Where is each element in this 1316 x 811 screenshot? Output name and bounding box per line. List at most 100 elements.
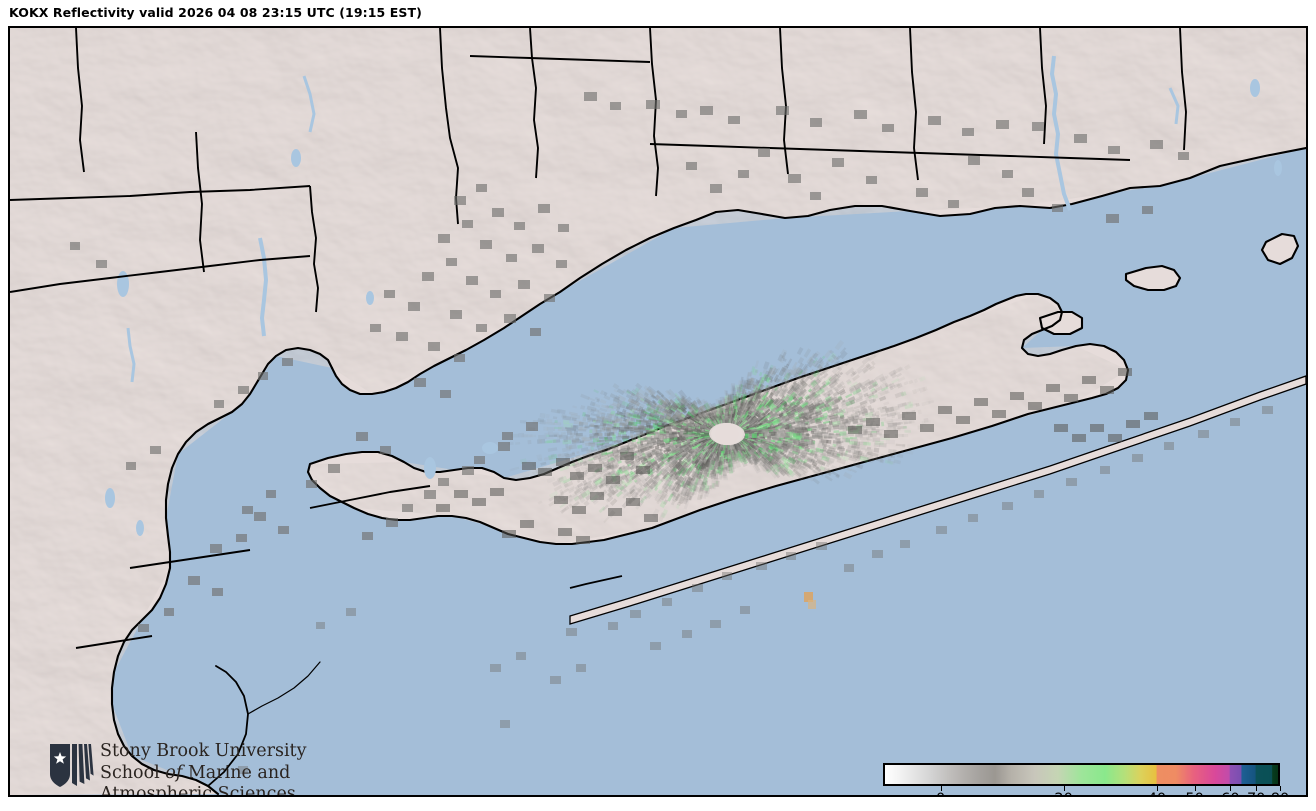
radar-echo-cell — [779, 452, 785, 456]
radar-echo-cell — [728, 461, 734, 467]
radar-echo-cell — [737, 453, 744, 464]
radar-echo-cell — [769, 443, 779, 450]
radar-echo-cell — [825, 470, 832, 477]
radar-echo-cell — [677, 494, 684, 502]
radar-echo-cell — [527, 439, 532, 445]
radar-echo-cell — [742, 453, 748, 459]
radar-echo-cell — [879, 434, 887, 438]
radar-echo-cell — [695, 474, 701, 479]
radar-echo-cell — [845, 449, 852, 453]
radar-echo-cell — [798, 463, 805, 468]
radar-echo-cell — [755, 457, 761, 463]
radar-echo-cell — [836, 451, 844, 457]
colorbar-gradient — [885, 765, 1278, 784]
radar-echo-cell — [744, 451, 752, 460]
radar-echo-cell — [703, 490, 708, 494]
radar-echo-cell — [703, 475, 708, 481]
radar-echo-cell — [764, 455, 772, 463]
radar-echo-cell — [701, 481, 705, 486]
radar-echo-cell — [655, 476, 661, 483]
radar-echo-cell — [838, 445, 845, 450]
radar-map-canvas[interactable] — [10, 28, 1306, 795]
radar-echo-cell — [838, 465, 845, 471]
radar-echo-cell — [729, 454, 734, 461]
radar-echo-cell — [861, 440, 870, 444]
radar-echo-cell — [843, 471, 853, 480]
radar-echo-cell — [546, 434, 550, 437]
radar-echo-cell — [847, 445, 856, 451]
radar-echo-cell — [762, 460, 769, 467]
radar-echo-cell — [680, 460, 688, 468]
radar-echo-cell — [674, 480, 681, 487]
radar-echo-offshore — [238, 406, 1273, 774]
radar-echo-cell — [657, 489, 663, 495]
radar-echo-cell — [681, 477, 689, 487]
radar-echo-cell — [732, 444, 739, 452]
radar-echo-cell — [787, 457, 793, 464]
radar-echo-cell — [879, 458, 885, 464]
radar-echo-cell — [879, 432, 882, 436]
radar-echo-cell — [733, 457, 741, 468]
radar-echo-cell — [772, 458, 779, 465]
radar-echo-cell — [744, 450, 752, 458]
radar-echo-cell — [809, 446, 817, 451]
radar-echo-cell — [818, 440, 825, 445]
radar-echo-cell — [685, 456, 692, 463]
radar-echo-cell — [866, 446, 872, 450]
radar-echo-cell — [698, 484, 704, 488]
radar-echo-cell — [838, 449, 844, 454]
radar-echo-cell — [758, 452, 768, 461]
radar-echo-cell — [747, 450, 756, 459]
radar-echo-cell — [668, 474, 675, 480]
radar-echo-cell — [782, 460, 790, 467]
radar-echo-cell — [808, 466, 816, 472]
radar-echo-cell — [770, 449, 777, 456]
radar-echo-cell — [648, 479, 659, 490]
radar-echo-cell — [728, 463, 734, 474]
radar-echo-cell — [811, 461, 818, 467]
radar-echo-cell — [849, 436, 857, 440]
radar-echo-cell — [692, 481, 697, 487]
radar-echo-cell — [812, 477, 820, 485]
radar-echo-cell — [713, 469, 719, 475]
radar-echo-cell — [759, 456, 768, 465]
radar-echo-cell — [887, 458, 892, 464]
radar-echo-cell — [800, 450, 808, 457]
radar-echo-cell — [716, 468, 720, 474]
radar-echo-cell — [857, 450, 863, 456]
landmass-long-island — [308, 294, 1128, 544]
radar-echo-cell — [893, 459, 902, 465]
radar-echo-cell — [683, 480, 691, 489]
radar-echo-cell — [693, 464, 699, 469]
radar-map-panel[interactable]: 0204050607080 Stony Brook University Sch… — [8, 26, 1308, 797]
radar-echo-cell — [825, 457, 832, 464]
radar-echo-cell — [694, 475, 702, 486]
radar-echo-cell — [861, 447, 869, 452]
radar-echo-cell — [824, 474, 833, 482]
radar-echo-cell — [823, 436, 833, 439]
radar-echo-cell — [705, 487, 711, 495]
radar-echo-cell — [743, 452, 749, 459]
radar-echo-cell — [717, 466, 720, 474]
radar-echo-cell — [819, 453, 828, 460]
radar-echo-cell — [773, 466, 781, 474]
radar-echo-cell — [787, 451, 795, 457]
radar-echo-cell — [836, 457, 847, 465]
radar-echo-cell — [774, 457, 780, 463]
radar-echo-cell — [880, 453, 890, 458]
radar-echo-cell — [855, 434, 863, 438]
radar-echo-cell — [686, 487, 693, 498]
radar-echo-cell — [757, 453, 764, 459]
radar-echo-cell — [826, 451, 835, 458]
radar-echo-cell — [803, 466, 809, 471]
landmass-barrier-islands — [569, 375, 1306, 625]
radar-echo-cell — [732, 449, 736, 456]
radar-echo-cell — [701, 479, 707, 488]
radar-echo-cell — [683, 494, 689, 501]
radar-echo-cell — [798, 463, 805, 470]
radar-echo-cell — [729, 448, 735, 456]
radar-echo-cell — [671, 491, 677, 497]
radar-echo-cell — [780, 447, 788, 454]
radar-echo-cell — [731, 461, 737, 470]
radar-echo-cell — [700, 463, 706, 470]
